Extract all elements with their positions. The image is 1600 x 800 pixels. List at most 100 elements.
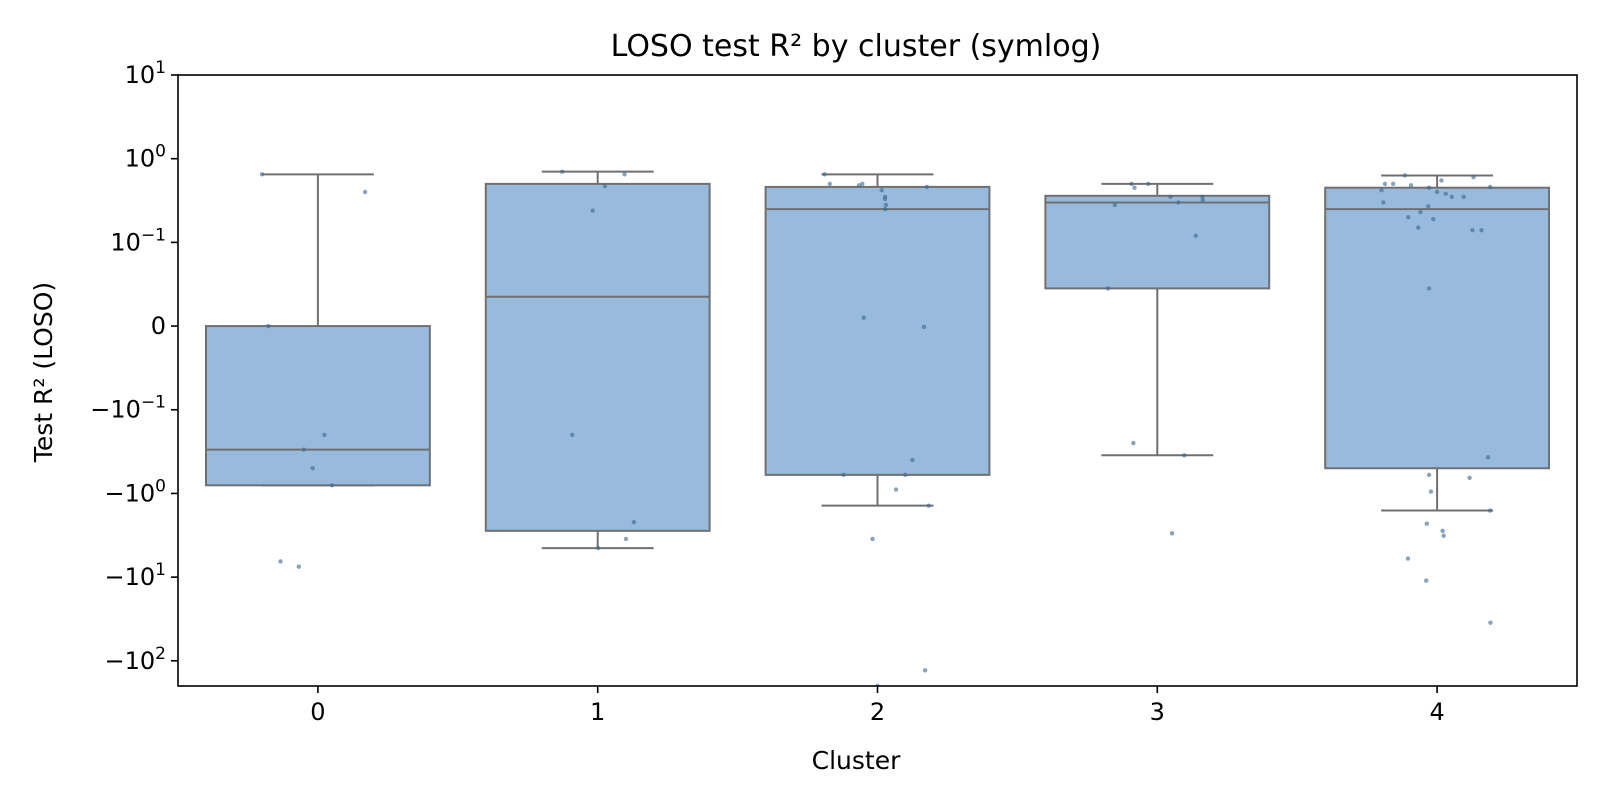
data-point — [1424, 521, 1429, 526]
data-point — [570, 432, 575, 438]
x-axis-label: Cluster — [812, 746, 901, 775]
box-iqr — [1044, 194, 1271, 290]
points-cluster-2 — [822, 172, 931, 686]
chart-title: LOSO test R² by cluster (symlog) — [611, 29, 1102, 64]
data-point — [1402, 173, 1408, 178]
marks-group — [204, 169, 1551, 686]
y-tick-label: 101 — [125, 58, 166, 89]
box-iqr — [484, 182, 711, 532]
data-point — [1132, 185, 1137, 190]
data-point — [1405, 556, 1411, 561]
data-point — [879, 188, 884, 193]
box-cluster-3 — [1044, 182, 1271, 457]
box-cluster-4 — [1324, 174, 1551, 512]
data-point — [1146, 181, 1151, 187]
data-point — [278, 559, 283, 564]
data-point — [861, 315, 867, 320]
box-cluster-1 — [484, 170, 711, 550]
data-point — [1426, 472, 1432, 478]
data-point — [1449, 194, 1454, 200]
x-tick-label: 0 — [310, 698, 325, 726]
data-point — [1200, 194, 1205, 200]
data-point — [1479, 227, 1484, 233]
data-point — [1426, 204, 1431, 209]
x-tick-label: 3 — [1150, 698, 1165, 726]
points-cluster-1 — [560, 169, 637, 551]
data-point — [1105, 286, 1111, 291]
data-point — [296, 564, 301, 569]
data-point — [1426, 286, 1432, 291]
data-point — [903, 472, 908, 478]
data-point — [329, 483, 335, 488]
box-iqr — [764, 185, 991, 476]
data-point — [882, 196, 888, 202]
data-point — [827, 181, 833, 187]
data-point — [259, 172, 265, 177]
data-point — [1408, 183, 1414, 188]
data-point — [926, 503, 931, 508]
box-iqr — [1324, 186, 1551, 470]
data-point — [1382, 181, 1388, 187]
data-point — [266, 323, 271, 329]
box-cluster-2 — [764, 173, 991, 507]
data-point — [1488, 620, 1493, 625]
data-point — [590, 208, 595, 213]
points-cluster-4 — [1379, 173, 1493, 625]
data-point — [1470, 227, 1475, 233]
data-point — [1431, 216, 1436, 222]
data-point — [922, 668, 928, 673]
data-point — [1168, 194, 1173, 200]
data-point — [1485, 455, 1491, 460]
data-point — [1443, 191, 1448, 197]
points-cluster-0 — [259, 172, 368, 569]
data-point — [595, 545, 601, 551]
data-point — [1440, 528, 1445, 534]
data-point — [1416, 225, 1421, 230]
data-point — [560, 169, 565, 174]
data-point — [1131, 440, 1136, 446]
y-tick-label: −10−1 — [90, 393, 166, 424]
data-point — [1182, 453, 1187, 458]
data-point — [301, 447, 306, 452]
data-point — [1467, 475, 1472, 480]
data-point — [1428, 489, 1434, 494]
data-point — [1381, 200, 1386, 205]
data-point — [870, 536, 875, 542]
data-point — [893, 487, 899, 492]
y-axis-label: Test R² (LOSO) — [29, 282, 58, 463]
x-tick-label: 4 — [1429, 698, 1444, 726]
data-point — [921, 324, 927, 330]
data-point — [1193, 233, 1199, 238]
y-tick-label: 0 — [151, 312, 166, 340]
box-iqr — [204, 325, 431, 487]
data-point — [322, 432, 327, 438]
data-point — [622, 172, 627, 177]
data-point — [1439, 178, 1444, 183]
data-point — [602, 183, 608, 189]
data-point — [362, 189, 368, 195]
data-point — [1487, 184, 1493, 190]
data-point — [631, 519, 637, 525]
data-point — [924, 184, 930, 190]
data-point — [1176, 200, 1181, 205]
y-tick-label: −101 — [105, 560, 166, 591]
data-point — [1379, 188, 1384, 193]
plot-area: 101 100 10−1 0 −10−1 −100 −101 −102 0 1 2 3 4 — [90, 58, 1578, 726]
data-point — [1471, 175, 1476, 180]
data-point — [1200, 197, 1205, 203]
data-point — [1461, 194, 1466, 200]
data-point — [1406, 214, 1411, 220]
data-point — [883, 202, 889, 208]
data-point — [1434, 189, 1440, 195]
y-tick-label: 100 — [125, 142, 166, 173]
data-point — [1426, 185, 1432, 190]
box-cluster-0 — [204, 173, 431, 487]
data-point — [910, 457, 915, 463]
y-tick-label: −100 — [105, 476, 166, 507]
data-point — [623, 536, 629, 542]
data-point — [1441, 533, 1446, 538]
data-point — [1487, 508, 1493, 513]
data-point — [1169, 531, 1175, 536]
y-tick-label: −102 — [105, 644, 166, 675]
